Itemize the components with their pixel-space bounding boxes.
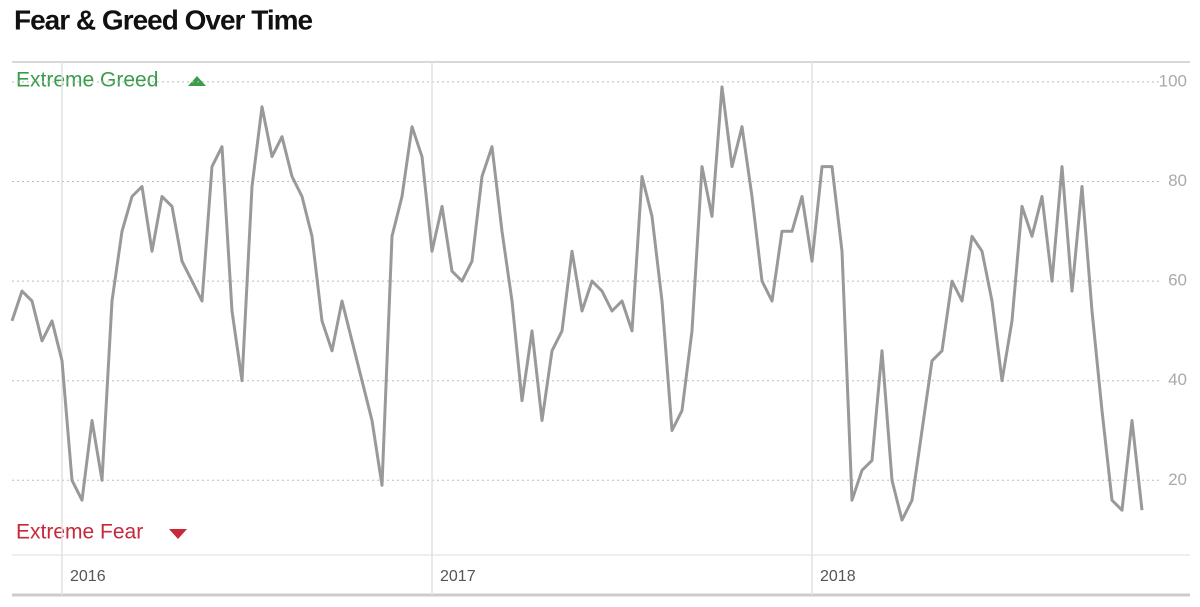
y-tick-label: 20 (1168, 470, 1187, 489)
extreme-greed-label: Extreme Greed (16, 69, 158, 92)
x-tick-label: 2018 (820, 568, 856, 585)
extreme-fear-label: Extreme Fear (16, 521, 143, 544)
index-line (10, 85, 1144, 522)
y-tick-label: 100 (1159, 71, 1187, 90)
x-tick-label: 2016 (70, 568, 106, 585)
up-arrow (188, 76, 206, 86)
y-tick-label: 60 (1168, 271, 1187, 290)
y-tick-label: 80 (1168, 171, 1187, 190)
down-arrow (169, 529, 187, 539)
chart-title: Fear & Greed Over Time (14, 4, 313, 35)
x-tick-label: 2017 (440, 568, 476, 585)
y-tick-label: 40 (1168, 370, 1187, 389)
